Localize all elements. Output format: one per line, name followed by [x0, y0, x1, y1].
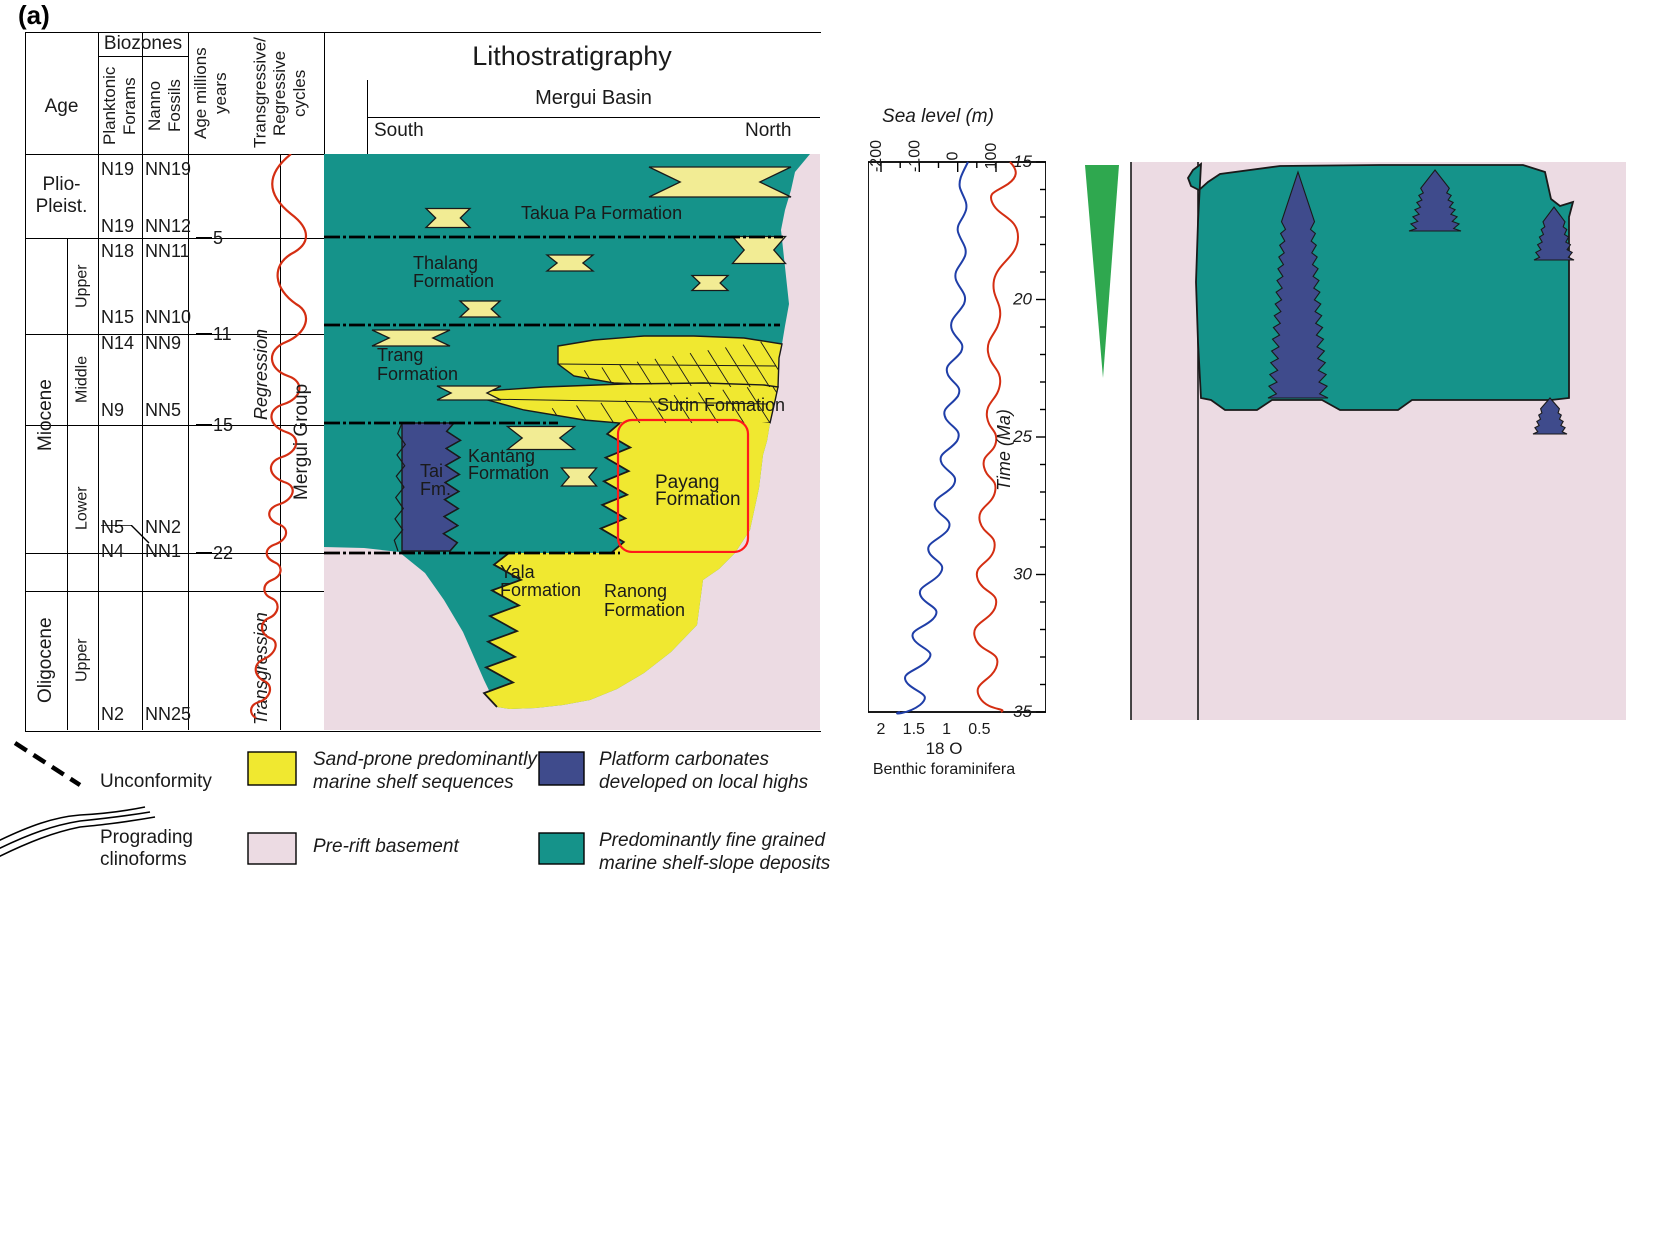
- svg-text:20: 20: [1012, 290, 1032, 309]
- svg-text:Prograding: Prograding: [100, 827, 193, 848]
- svg-text:1.5: 1.5: [903, 721, 925, 738]
- svg-text:Time (Ma): Time (Ma): [994, 409, 1014, 491]
- svg-text:clinoforms: clinoforms: [100, 849, 187, 870]
- svg-text:Yala: Yala: [500, 562, 536, 582]
- svg-text:Formation: Formation: [655, 489, 741, 510]
- svg-text:Formation: Formation: [468, 463, 549, 483]
- svg-text:Formation: Formation: [500, 580, 581, 600]
- svg-text:Predominantly fine grained: Predominantly fine grained: [599, 830, 826, 851]
- svg-text:developed on local highs: developed on local highs: [599, 772, 809, 793]
- svg-text:15: 15: [1013, 152, 1032, 171]
- svg-text:-200: -200: [868, 140, 885, 172]
- svg-text:Takua Pa Formation: Takua Pa Formation: [521, 203, 682, 223]
- svg-text:Surin Formation: Surin Formation: [657, 395, 785, 415]
- svg-text:35: 35: [1013, 702, 1032, 721]
- svg-text:marine shelf-slope deposits: marine shelf-slope deposits: [599, 853, 831, 874]
- svg-text:Fm.: Fm.: [420, 479, 451, 499]
- svg-text:Benthic foraminifera: Benthic foraminifera: [873, 761, 1015, 778]
- svg-text:0.5: 0.5: [968, 721, 990, 738]
- svg-text:-100: -100: [906, 140, 923, 172]
- svg-text:Trang: Trang: [377, 345, 423, 365]
- svg-text:Formation: Formation: [413, 271, 494, 291]
- svg-text:Thalang: Thalang: [413, 253, 478, 273]
- svg-text:18 O: 18 O: [926, 739, 963, 758]
- svg-text:marine shelf sequences: marine shelf sequences: [313, 772, 514, 793]
- svg-text:1: 1: [942, 721, 951, 738]
- svg-text:Pre-rift basement: Pre-rift basement: [313, 836, 459, 857]
- svg-text:2: 2: [877, 721, 886, 738]
- svg-text:100: 100: [983, 143, 1000, 170]
- svg-text:Sand-prone predominantly: Sand-prone predominantly: [313, 749, 538, 770]
- svg-text:25: 25: [1012, 427, 1032, 446]
- svg-text:Sea level (m): Sea level (m): [882, 106, 994, 127]
- svg-text:Platform carbonates: Platform carbonates: [599, 749, 770, 770]
- svg-text:30: 30: [1013, 565, 1032, 584]
- svg-text:Unconformity: Unconformity: [100, 771, 212, 792]
- svg-text:Ranong: Ranong: [604, 581, 667, 601]
- svg-text:Formation: Formation: [604, 600, 685, 620]
- svg-text:Tai: Tai: [420, 461, 443, 481]
- svg-text:0: 0: [945, 151, 962, 160]
- svg-text:Formation: Formation: [377, 364, 458, 384]
